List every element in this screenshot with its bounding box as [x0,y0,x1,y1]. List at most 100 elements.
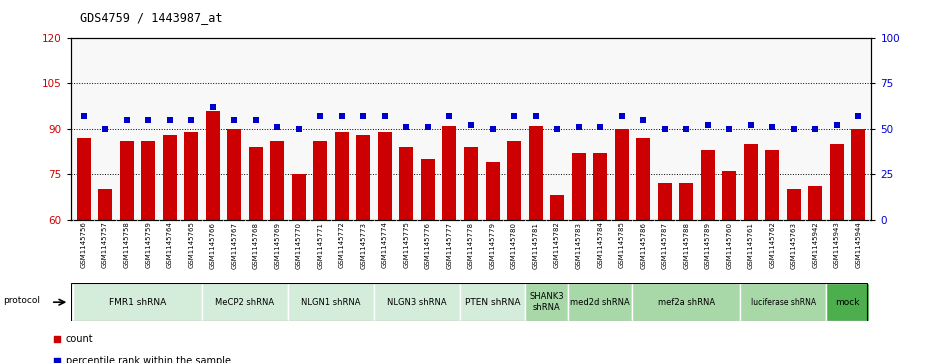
Text: GSM1145783: GSM1145783 [576,221,581,269]
Text: protocol: protocol [4,296,41,305]
Bar [550,195,564,220]
Text: GSM1145759: GSM1145759 [145,221,151,268]
Text: GSM1145788: GSM1145788 [683,221,690,269]
Bar [572,153,586,220]
Point [49,337,64,342]
Point [808,126,823,132]
Text: PTEN shRNA: PTEN shRNA [464,298,520,307]
Text: GSM1145777: GSM1145777 [447,221,452,269]
Bar [744,144,757,220]
Bar [292,174,306,220]
Text: percentile rank within the sample: percentile rank within the sample [66,356,231,363]
Text: GSM1145944: GSM1145944 [855,221,861,268]
Point [119,117,134,123]
Bar [356,135,370,220]
Text: GSM1145770: GSM1145770 [296,221,301,269]
Point [722,126,737,132]
Point [442,113,457,119]
Bar [658,183,672,220]
Bar [185,132,198,220]
Point [658,126,673,132]
Bar [163,135,177,220]
Text: GSM1145764: GSM1145764 [167,221,172,268]
Point [334,113,349,119]
Text: GSM1145943: GSM1145943 [834,221,840,268]
Text: GSM1145756: GSM1145756 [81,221,87,268]
Bar [314,141,327,220]
Point [636,117,651,123]
Bar [593,153,608,220]
Text: SHANK3
shRNA: SHANK3 shRNA [529,293,563,312]
Text: GSM1145771: GSM1145771 [317,221,323,269]
Point [700,122,715,128]
Bar [632,283,740,321]
Bar [141,141,155,220]
Bar [443,126,457,220]
Point [313,113,328,119]
Point [463,122,479,128]
Bar [852,129,866,220]
Point [76,113,91,119]
Bar [205,111,219,220]
Bar [615,129,628,220]
Point [269,124,284,130]
Text: GSM1145776: GSM1145776 [425,221,430,269]
Bar [399,147,414,220]
Text: GSM1145782: GSM1145782 [554,221,560,268]
Point [549,126,564,132]
Point [140,117,155,123]
Point [249,117,264,123]
Text: GSM1145942: GSM1145942 [812,221,819,268]
Text: NLGN3 shRNA: NLGN3 shRNA [387,298,447,307]
Text: GSM1145769: GSM1145769 [274,221,281,269]
Point [98,126,113,132]
Bar [701,150,715,220]
Bar [636,138,650,220]
Text: MeCP2 shRNA: MeCP2 shRNA [216,298,274,307]
Bar [227,129,241,220]
Point [205,104,220,110]
Bar [378,132,392,220]
Point [829,122,844,128]
Bar [120,141,134,220]
Point [614,113,629,119]
Bar [334,132,349,220]
Bar [249,147,263,220]
Bar [98,189,112,220]
Text: GSM1145774: GSM1145774 [382,221,388,268]
Point [485,126,500,132]
Point [162,117,177,123]
Bar [73,283,202,321]
Text: GSM1145765: GSM1145765 [188,221,194,268]
Text: med2d shRNA: med2d shRNA [570,298,630,307]
Point [378,113,393,119]
Point [787,126,802,132]
Bar [507,141,521,220]
Text: GSM1145785: GSM1145785 [619,221,625,268]
Bar [270,141,284,220]
Bar [808,186,822,220]
Text: GSM1145767: GSM1145767 [231,221,237,269]
Point [851,113,866,119]
Point [765,124,780,130]
Text: GSM1145763: GSM1145763 [791,221,797,269]
Bar [525,283,568,321]
Text: GSM1145768: GSM1145768 [252,221,259,269]
Text: mef2a shRNA: mef2a shRNA [658,298,715,307]
Point [743,122,758,128]
Text: NLGN1 shRNA: NLGN1 shRNA [301,298,361,307]
Text: GSM1145780: GSM1145780 [512,221,517,269]
Point [227,117,242,123]
Text: GSM1145757: GSM1145757 [102,221,108,268]
Bar [288,283,374,321]
Point [678,126,693,132]
Point [291,126,306,132]
Bar [374,283,461,321]
Bar [830,144,844,220]
Text: mock: mock [836,298,860,307]
Bar [765,150,779,220]
Point [184,117,199,123]
Bar [787,189,801,220]
Text: GSM1145760: GSM1145760 [726,221,732,269]
Text: GSM1145775: GSM1145775 [403,221,410,268]
